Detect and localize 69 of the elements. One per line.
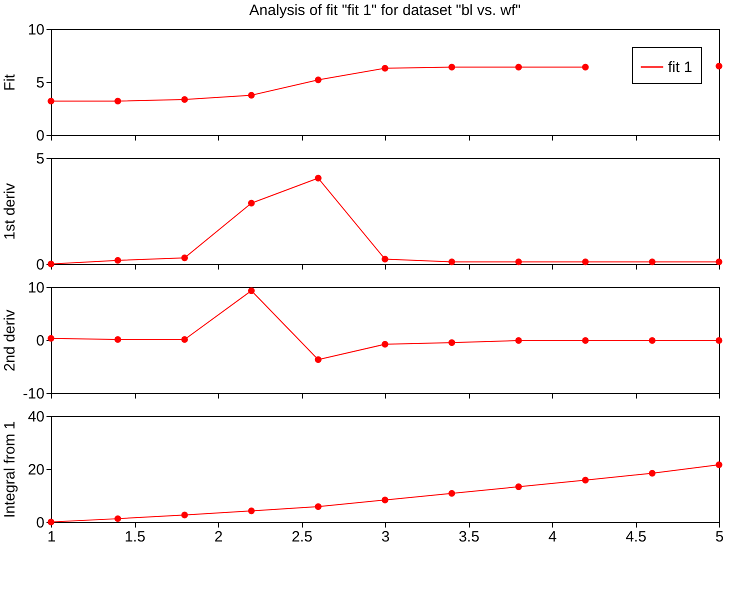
point: [114, 515, 122, 522]
x-tick-label: 3.5: [458, 528, 480, 546]
point: [716, 337, 722, 344]
point: [648, 258, 656, 266]
point: [314, 356, 322, 363]
point: [515, 258, 522, 266]
point: [515, 337, 522, 344]
point: [448, 258, 456, 266]
y-tick-label: 0: [36, 332, 44, 350]
y-tick-label: 5: [36, 74, 44, 92]
x-tick-label: 5: [715, 528, 724, 546]
point: [48, 518, 54, 526]
y-axis-title: Integral from 1: [2, 421, 18, 518]
point: [248, 200, 255, 207]
x-tick-label: 3: [381, 528, 390, 546]
point: [448, 339, 456, 346]
y-tick-label: 40: [28, 408, 44, 426]
y-tick-label: -10: [22, 386, 44, 402]
point: [314, 76, 322, 84]
y-tick-label: 10: [28, 22, 44, 38]
point: [48, 335, 54, 342]
point: [648, 470, 656, 477]
y-axis-title: 1st deriv: [2, 182, 18, 240]
point: [248, 287, 255, 294]
point: [515, 64, 522, 71]
y-tick-label: 20: [28, 462, 44, 478]
point: [582, 476, 589, 484]
x-tick-label: 2.5: [292, 528, 312, 546]
y-tick-label: 0: [36, 128, 44, 144]
point: [582, 258, 589, 266]
point: [515, 483, 522, 490]
chart-title: Analysis of fit "fit 1" for dataset "bl vs. wf": [249, 2, 521, 19]
y-axis-title: 2nd deriv: [2, 309, 18, 372]
point: [582, 64, 589, 71]
point: [248, 508, 255, 514]
point: [382, 64, 388, 72]
x-tick-label: 4.5: [626, 528, 646, 546]
y-tick-label: 10: [28, 280, 44, 296]
point: [716, 62, 722, 70]
point: [582, 337, 589, 344]
point: [181, 512, 188, 518]
y-tick-label: 5: [36, 150, 44, 168]
point: [648, 337, 656, 344]
point: [382, 496, 388, 504]
point: [114, 336, 122, 343]
legend-label: fit 1: [668, 59, 692, 76]
point: [181, 336, 188, 343]
point: [382, 256, 388, 262]
point: [48, 260, 54, 268]
x-tick-label: 4: [548, 528, 557, 546]
y-tick-label: 0: [36, 256, 44, 274]
point: [382, 340, 388, 348]
point: [181, 254, 188, 262]
y-axis-title: Fit: [2, 73, 18, 91]
point: [448, 64, 456, 71]
point: [248, 92, 255, 99]
point: [716, 258, 722, 266]
point: [716, 461, 722, 468]
x-tick-label: 2: [214, 528, 223, 546]
point: [48, 98, 54, 104]
point: [314, 503, 322, 510]
point: [181, 96, 188, 103]
x-tick-label: 1.5: [124, 528, 146, 546]
point: [114, 98, 122, 104]
point: [314, 174, 322, 182]
x-tick-label: 1: [47, 528, 56, 546]
point: [448, 490, 456, 497]
point: [114, 257, 122, 264]
y-tick-label: 0: [36, 514, 44, 532]
